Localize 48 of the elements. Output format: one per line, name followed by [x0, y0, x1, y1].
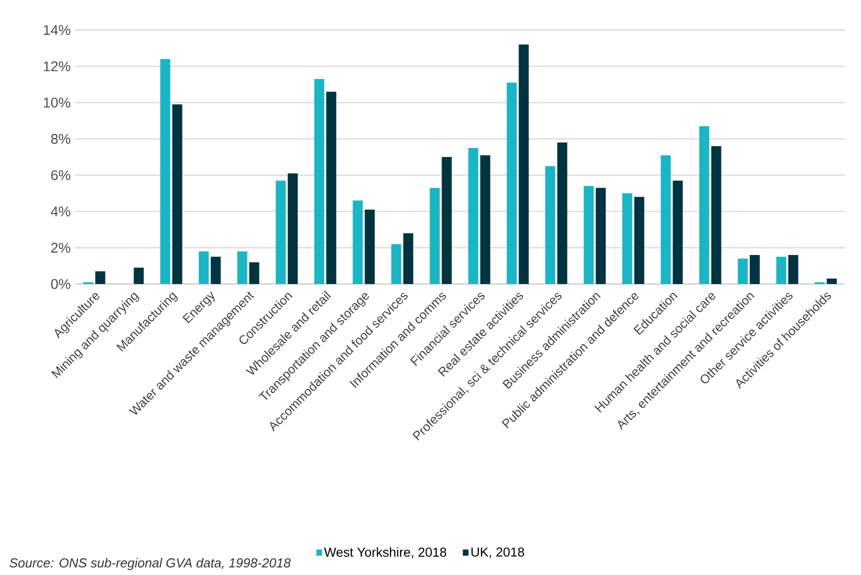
source-note: Source: ONS sub-regional GVA data, 1998-2018	[10, 558, 291, 570]
bar	[660, 155, 671, 284]
bar	[738, 258, 748, 284]
y-tick-label: 0%	[51, 279, 70, 289]
bar	[672, 180, 683, 284]
bar	[364, 210, 375, 284]
legend-label: UK, 2018	[471, 547, 524, 558]
bar	[95, 271, 106, 284]
bar	[518, 44, 529, 284]
bar	[442, 157, 452, 284]
bar	[788, 254, 798, 284]
bar	[776, 256, 786, 284]
y-tick-label: 6%	[51, 170, 70, 180]
y-tick-label: 10%	[44, 98, 70, 108]
bar	[391, 244, 402, 284]
bar	[237, 251, 248, 284]
bar	[468, 148, 478, 284]
y-tick-label: 8%	[51, 134, 70, 144]
bar	[288, 173, 298, 284]
y-tick-label: 4%	[50, 206, 70, 216]
bar	[699, 126, 710, 284]
bar	[634, 196, 644, 284]
bar	[198, 251, 209, 284]
bar	[557, 142, 568, 284]
bar	[826, 278, 837, 284]
bar	[172, 104, 182, 284]
bar	[403, 233, 414, 284]
bar	[160, 59, 170, 284]
bar	[134, 268, 144, 284]
bar	[584, 186, 594, 284]
bar	[545, 166, 556, 284]
bar	[210, 256, 221, 284]
bar	[314, 78, 324, 284]
bar	[506, 82, 517, 284]
legend-label: West Yorkshire, 2018	[324, 547, 446, 558]
bar	[430, 188, 440, 284]
bar	[596, 188, 606, 284]
bar	[480, 155, 490, 284]
y-tick-label: 12%	[44, 61, 70, 72]
bar	[750, 254, 760, 284]
y-tick-label: 14%	[44, 25, 70, 35]
bar	[249, 262, 260, 284]
bar	[276, 180, 286, 284]
y-tick-label: 2%	[51, 242, 70, 253]
bar	[711, 146, 722, 284]
bar	[326, 92, 336, 284]
bar	[352, 200, 363, 284]
bar	[622, 193, 632, 284]
